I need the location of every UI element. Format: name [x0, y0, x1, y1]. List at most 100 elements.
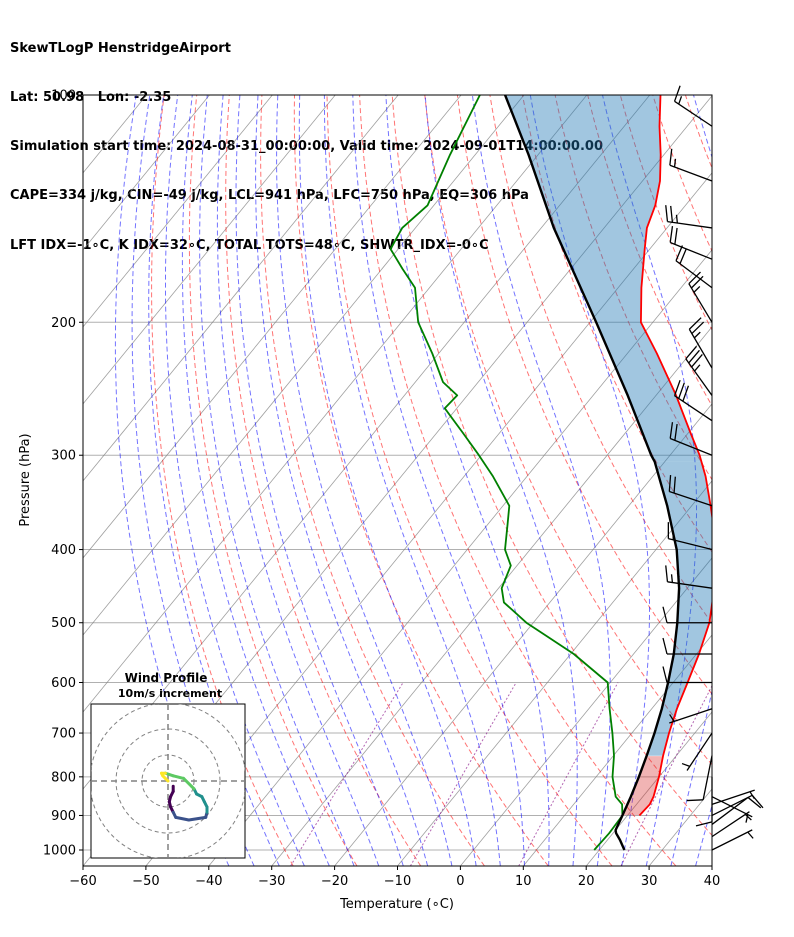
y-tick-label: 200	[51, 316, 76, 331]
barb-flag	[674, 423, 678, 441]
barb-half-flag	[747, 831, 754, 839]
wind-barb	[662, 637, 712, 655]
barb-staff	[667, 220, 713, 229]
hodograph-trace-segment	[187, 815, 208, 822]
wind-barb	[673, 85, 713, 127]
x-tick-label: −10	[384, 874, 411, 889]
x-axis-label: Temperature (∘C)	[339, 897, 454, 912]
wind-barb	[688, 271, 713, 323]
wind-barb	[685, 345, 713, 396]
isotherm-line	[83, 95, 462, 559]
barb-staff	[711, 829, 753, 851]
barb-staff	[685, 358, 713, 396]
moist-adiabat-line	[235, 95, 404, 866]
dry-adiabat-line	[718, 95, 794, 866]
wind-barb	[711, 796, 762, 825]
moist-adiabat-line	[529, 95, 650, 866]
wind-barb	[686, 755, 713, 802]
wind-barb	[662, 666, 712, 684]
dewpoint-line	[389, 95, 624, 851]
barb-flag	[691, 321, 705, 335]
barb-flag	[690, 275, 704, 289]
dry-adiabat-line	[783, 95, 794, 866]
barb-staff	[669, 241, 713, 260]
dry-adiabat-line	[751, 95, 794, 866]
isotherm-line	[83, 95, 210, 251]
moist-adiabat-line	[165, 95, 305, 866]
barb-half-flag	[681, 762, 691, 767]
hodograph-trace-segment	[182, 776, 193, 788]
dry-adiabat-line	[151, 95, 294, 866]
upper-positive-area	[505, 95, 702, 462]
barb-staff	[674, 100, 713, 127]
hodograph-trace-segment	[163, 776, 170, 783]
barb-staff	[667, 581, 713, 589]
barb-flag	[673, 379, 681, 396]
x-tick-label: 20	[578, 874, 595, 889]
hodograph-subtitle: 10m/s increment	[118, 687, 222, 700]
barb-staff	[688, 283, 713, 323]
x-tick-label: −40	[195, 874, 222, 889]
wind-barb	[711, 829, 754, 851]
moist-adiabat-line	[720, 95, 794, 866]
dry-adiabat-line	[293, 95, 549, 866]
barb-flag	[665, 565, 669, 582]
wind-barb	[665, 565, 713, 589]
barb-flag	[673, 476, 676, 494]
moist-adiabat-line	[424, 95, 578, 866]
barb-flag	[695, 821, 713, 827]
wind-barb	[711, 811, 752, 838]
x-tick-label: 40	[704, 874, 721, 889]
y-tick-label: 600	[51, 676, 76, 691]
barb-flag	[669, 148, 673, 166]
cin-area	[622, 756, 663, 816]
wind-barb	[669, 422, 713, 456]
barb-half-flag	[745, 814, 749, 823]
dry-adiabat-line	[326, 95, 613, 866]
barb-flag	[679, 248, 687, 264]
barb-staff	[669, 164, 713, 182]
barb-flag	[686, 799, 704, 802]
isotherm-line	[83, 95, 336, 405]
barb-staff	[711, 789, 755, 805]
barb-staff	[674, 395, 713, 422]
header-station: SkewTLogP HenstridgeAirport	[10, 40, 231, 56]
barb-half-flag	[749, 791, 755, 799]
y-tick-label: 100	[51, 89, 76, 104]
isotherm-line	[83, 95, 525, 636]
barb-flag	[688, 317, 702, 330]
y-tick-label: 800	[51, 770, 76, 785]
mixing-ratio-line	[290, 682, 404, 866]
moist-adiabat-line	[255, 95, 429, 866]
hodograph-trace-segment	[171, 774, 186, 780]
barb-flag	[688, 349, 700, 364]
barb-flag	[747, 796, 762, 809]
barb-staff	[675, 260, 713, 289]
barb-staff	[711, 811, 750, 838]
moist-adiabat-line	[695, 803, 712, 866]
hodograph-plot	[91, 704, 245, 858]
dry-adiabat-line	[489, 95, 712, 625]
barb-staff	[711, 796, 753, 818]
cape-area	[646, 461, 712, 756]
barb-staff	[686, 732, 713, 771]
barb-flag	[685, 345, 698, 360]
y-tick-label: 400	[51, 543, 76, 558]
barb-flag	[662, 637, 668, 655]
y-tick-label: 900	[51, 809, 76, 824]
moist-adiabat-line	[216, 95, 380, 866]
barb-flag	[669, 226, 674, 243]
moist-adiabat-line	[181, 95, 330, 866]
header-location: Lat: 50.98 Lon: -2.35	[10, 90, 172, 106]
dry-adiabat-line	[522, 95, 712, 553]
barb-staff	[688, 328, 713, 369]
wind-barb	[669, 708, 713, 724]
x-tick-label: 10	[515, 874, 532, 889]
barb-staff	[669, 437, 713, 456]
barb-half-flag	[670, 574, 674, 583]
isotherm-line	[83, 95, 588, 713]
barb-staff	[711, 794, 753, 817]
y-tick-label: 500	[51, 616, 76, 631]
temperature-line	[638, 95, 712, 817]
isotherm-line	[397, 480, 712, 866]
